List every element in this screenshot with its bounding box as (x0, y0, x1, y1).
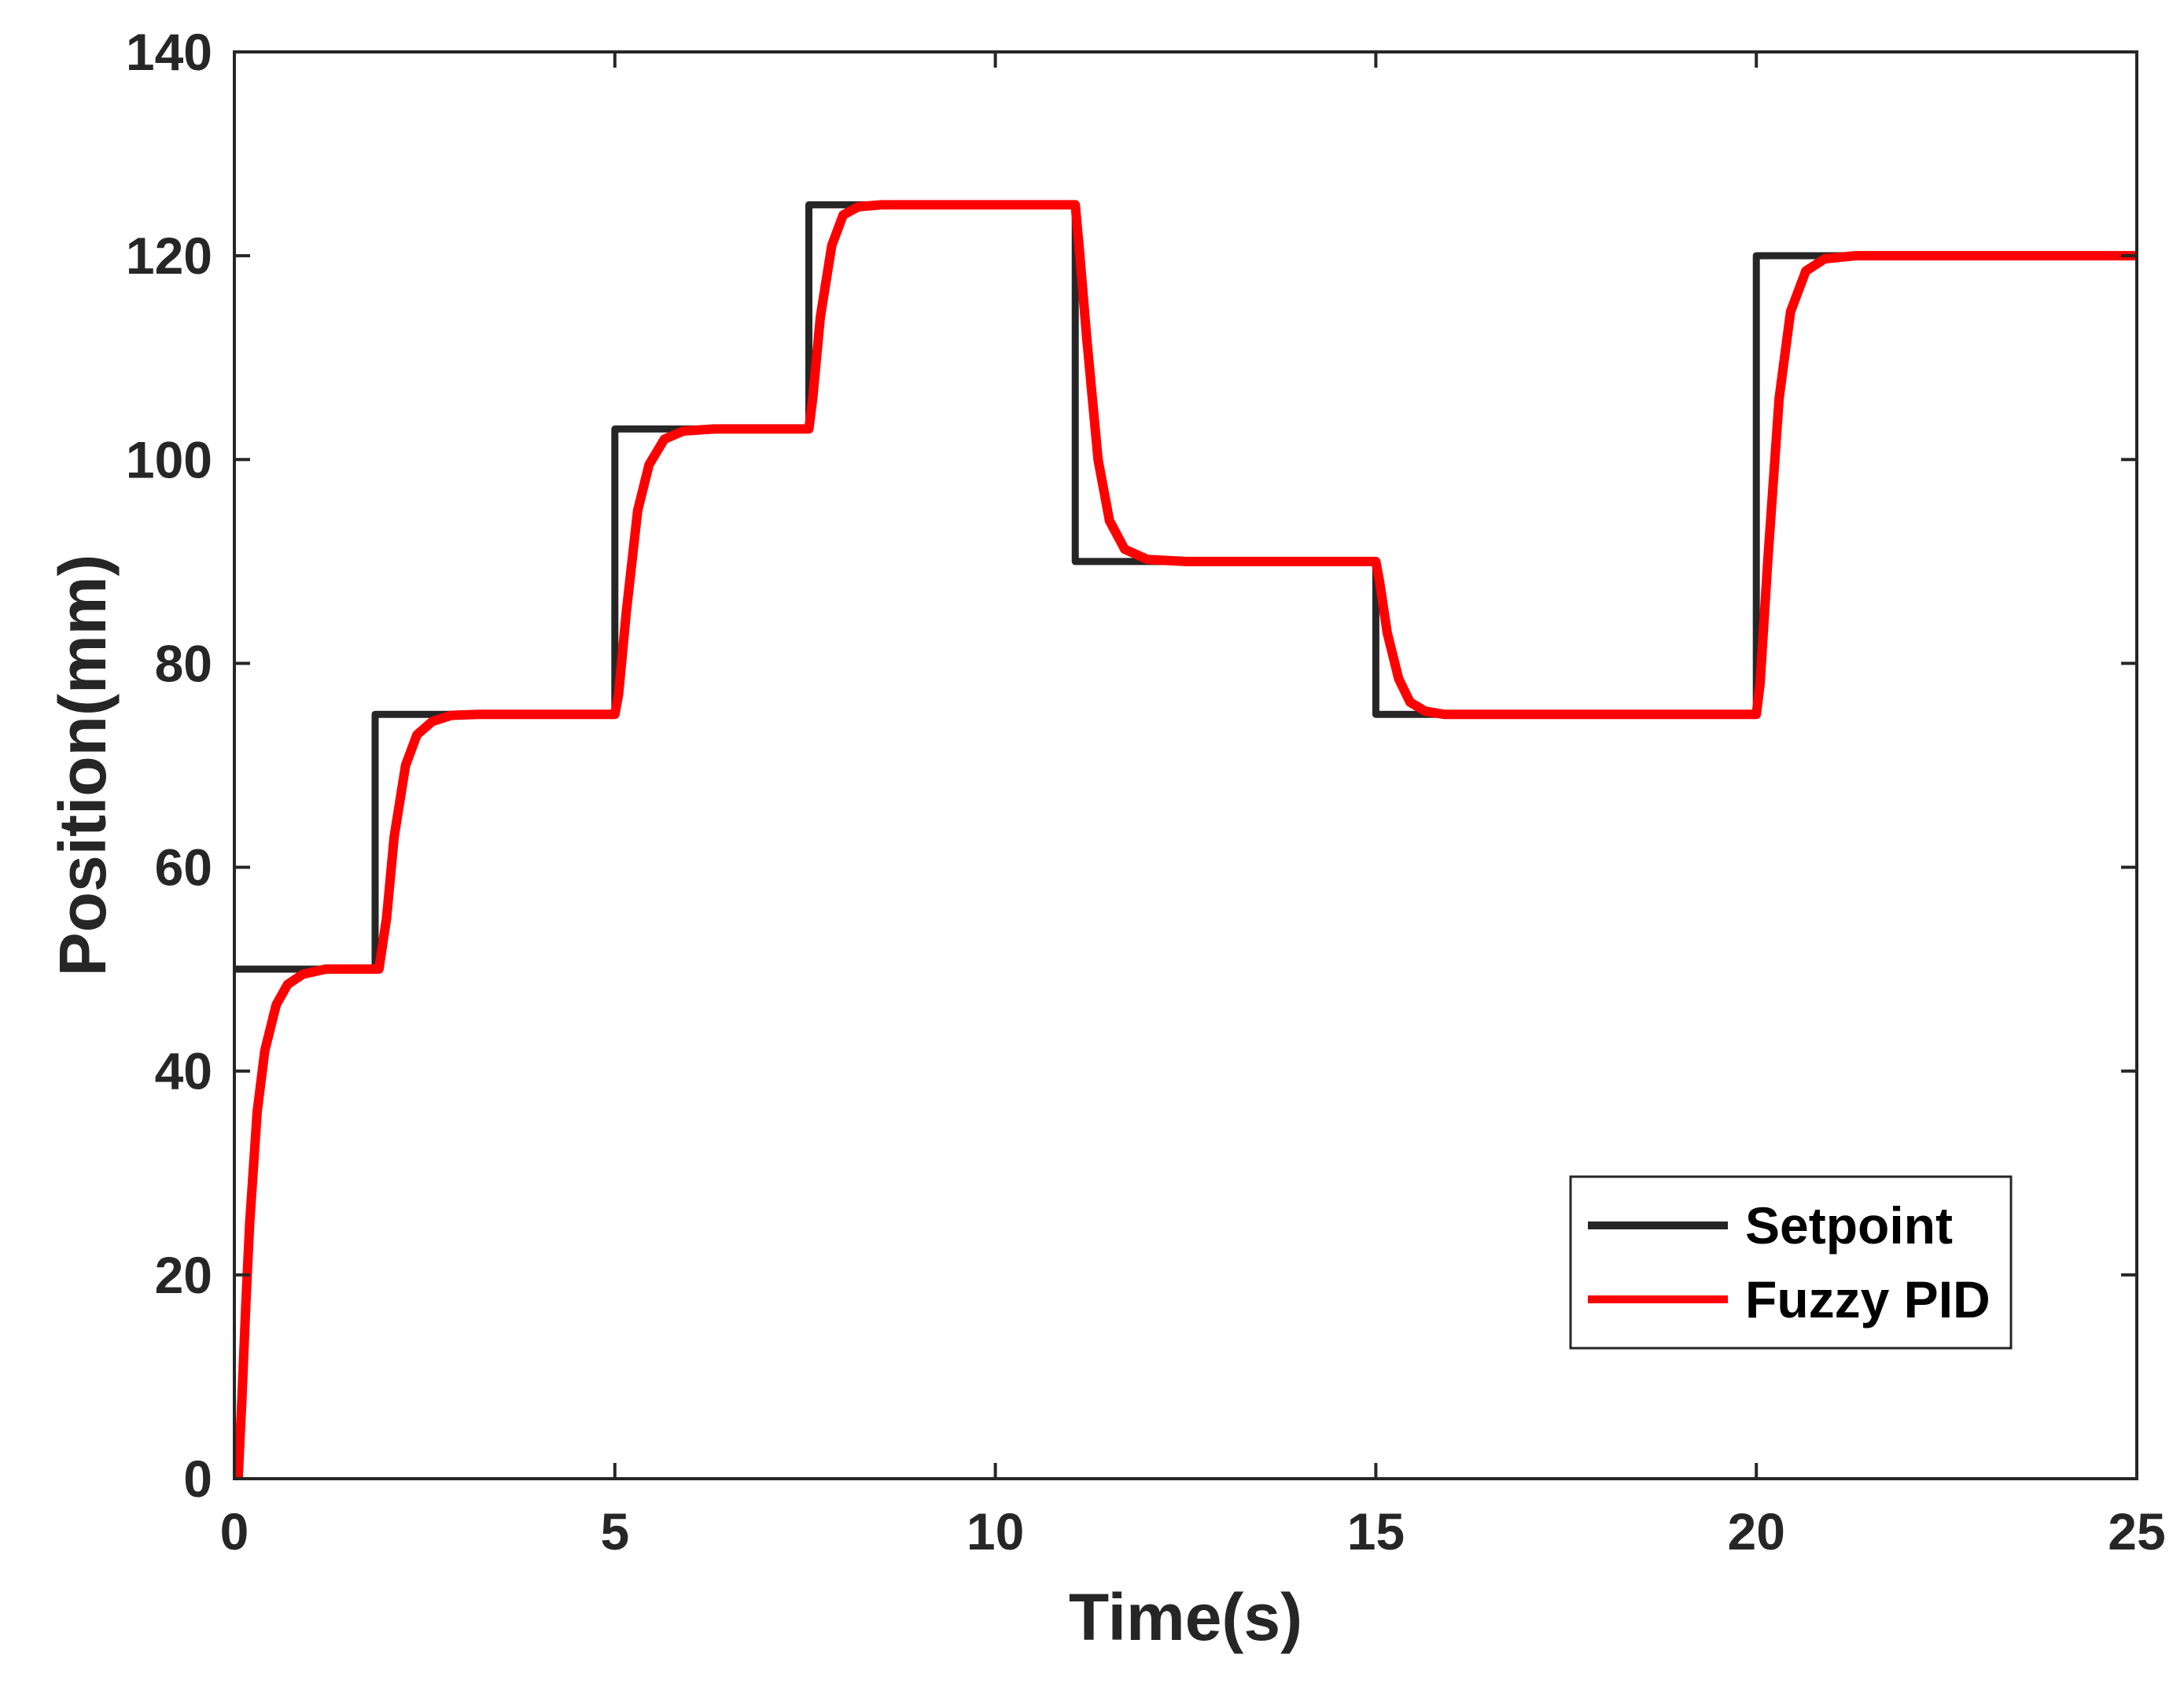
x-tick-label: 20 (1727, 1502, 1784, 1561)
x-tick-label: 5 (600, 1502, 629, 1561)
y-axis-title: Position(mm) (46, 555, 120, 977)
x-tick-label: 15 (1347, 1502, 1405, 1561)
y-tick-label: 140 (126, 23, 212, 81)
y-tick-label: 60 (155, 838, 212, 897)
x-tick-label: 10 (967, 1502, 1024, 1561)
ticks-layer: 0 5 10 15 20 25 0 20 40 60 80 100 120 140 (126, 23, 2166, 1561)
y-tick-label: 0 (183, 1450, 212, 1508)
x-tick-label: 25 (2108, 1502, 2165, 1561)
legend-label-setpoint: Setpoint (1745, 1196, 1953, 1255)
legend-label-fuzzy-pid: Fuzzy PID (1745, 1270, 1991, 1328)
plot-frame (233, 50, 2138, 1480)
series-line-fuzzy-pid (233, 200, 2137, 1479)
y-tick-label: 120 (126, 227, 212, 285)
y-tick-label: 80 (155, 634, 212, 692)
x-axis-title: Time(s) (1069, 1580, 1302, 1654)
y-tick-label: 100 (126, 430, 212, 488)
legend-box (1569, 1175, 2013, 1350)
y-tick-label: 20 (155, 1246, 212, 1304)
legend: Setpoint Fuzzy PID (1569, 1175, 2013, 1350)
x-tick-label: 0 (220, 1502, 249, 1561)
series-layer (233, 200, 2137, 1479)
y-tick-label: 40 (155, 1042, 212, 1100)
